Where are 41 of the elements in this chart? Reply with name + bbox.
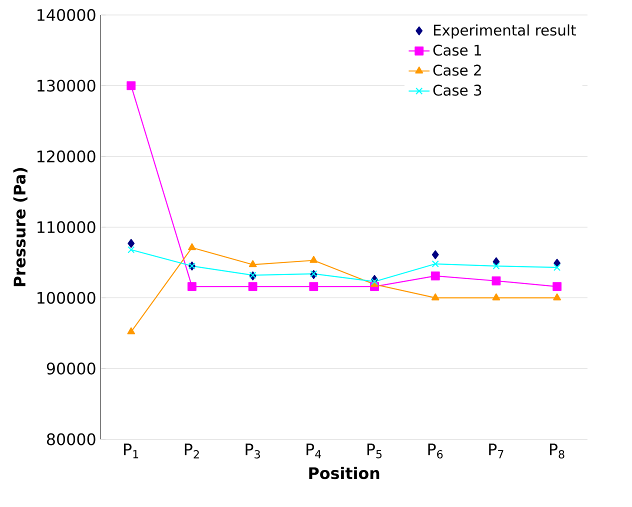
point (492, 262, 500, 270)
legend-label: Case 3 (433, 84, 482, 96)
x-tick-label: P$_{4}$ (306, 444, 322, 458)
point (310, 256, 318, 263)
x-tick-label: P$_{7}$ (489, 444, 504, 458)
x-tick-label: P$_{1}$ (124, 444, 138, 458)
y-axis-title: Pressure (Pa) (13, 168, 28, 286)
y-tick-label: 100000 (38, 292, 96, 304)
y-tick-label: 140000 (38, 8, 96, 21)
x-tick-label: P$_{2}$ (184, 444, 199, 458)
point (552, 282, 562, 291)
y-tick-label: 130000 (38, 80, 96, 92)
point (248, 282, 258, 291)
x-tick-label: P$_{5}$ (367, 444, 382, 458)
point (128, 238, 135, 248)
point (432, 260, 439, 268)
legend-label: Case 1 (433, 44, 481, 56)
x-axis-title: Position (309, 466, 380, 480)
point (492, 276, 501, 286)
point (492, 293, 500, 300)
y-tick-label: 110000 (38, 221, 96, 234)
point (188, 282, 196, 291)
point (188, 243, 196, 250)
point (248, 260, 257, 268)
point (432, 250, 439, 260)
point (128, 246, 135, 254)
point (309, 282, 318, 291)
legend-label: Case 2 (433, 64, 481, 76)
y-tick-label: 120000 (38, 150, 96, 162)
point (431, 293, 440, 300)
x-tick-label: P$_{3}$ (246, 444, 260, 458)
legend-label: Experimental result (434, 24, 576, 39)
point (126, 81, 136, 90)
x-tick-label: P$_{6}$ (428, 444, 443, 458)
point (553, 264, 561, 272)
y-tick-label: 90000 (46, 362, 96, 375)
x-tick-label: P$_{8}$ (550, 444, 564, 458)
y-tick-label: 80000 (46, 433, 96, 446)
point (127, 327, 136, 334)
point (553, 293, 561, 300)
point (430, 271, 440, 280)
